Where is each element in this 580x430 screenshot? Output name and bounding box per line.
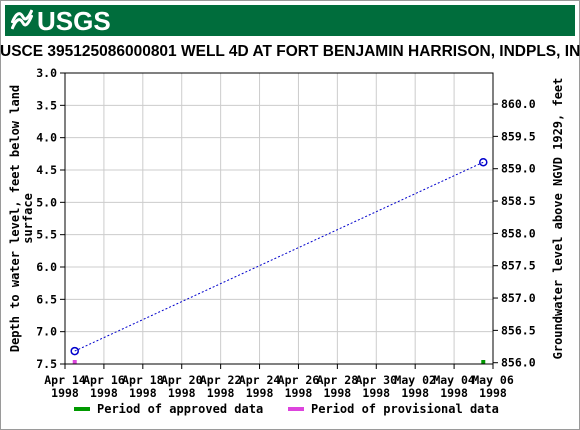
x-tick-year-label: 1998 [285,386,313,400]
x-tick-label: May 04 [433,373,475,387]
right-tick-label: 858.5 [501,194,536,208]
right-tick-label: 859.5 [501,129,536,143]
legend-label-provisional: Period of provisional data [311,402,499,416]
x-tick-label: Apr 28 [317,373,359,387]
right-tick-label: 860.0 [501,97,536,111]
data-point [70,346,79,356]
left-tick-label: 6.0 [36,260,57,274]
left-tick-label: 7.5 [36,357,57,371]
grid-layer [64,72,494,365]
usgs-logo-text: USGS [37,6,111,36]
right-tick-label: 859.0 [501,162,536,176]
data-point [479,157,488,167]
right-tick-label: 856.0 [501,356,536,370]
plot-area-border [64,72,494,365]
left-tick-label: 3.0 [36,66,57,80]
usgs-banner: USGS [5,5,575,36]
right-axis-title: Groundwater level above NGVD 1929, feet [551,78,565,360]
legend-label-approved: Period of approved data [97,402,263,416]
x-tick-year-label: 1998 [362,386,390,400]
x-tick-label: May 02 [394,373,436,387]
x-tick-year-label: 1998 [168,386,196,400]
legend-layer: Period of approved data Period of provisi… [74,402,499,416]
axis-layer: 3.0 3.5 4.0 4.5 5.0 5.5 6.0 6.5 7.0 7.5 856.0 856.5… [8,66,565,400]
chart-title: USCE 395125086000801 WELL 4D AT FORT BEN… [0,43,580,60]
left-axis-title-line2: surface [21,193,35,244]
series-line [74,161,484,352]
left-axis-title: Depth to water level, feet below land [8,85,22,352]
left-tick-label: 5.0 [36,195,57,209]
left-tick-label: 7.0 [36,325,57,339]
x-tick-label: Apr 26 [278,373,320,387]
x-tick-year-label: 1998 [246,386,274,400]
x-tick-label: Apr 14 [44,373,86,387]
x-tick-label: Apr 16 [83,373,125,387]
left-tick-label: 3.5 [36,98,57,112]
x-tick-label: Apr 24 [239,373,281,387]
x-tick-year-label: 1998 [324,386,352,400]
left-tick-label: 5.5 [36,228,57,242]
series-layer [70,157,488,364]
x-tick-year-label: 1998 [51,386,79,400]
right-tick-label: 857.5 [501,259,536,273]
provisional-period-marker [72,360,77,364]
left-tick-label: 4.0 [36,131,57,145]
x-tick-year-label: 1998 [440,386,468,400]
x-tick-year-label: 1998 [479,386,507,400]
x-tick-label: Apr 22 [200,373,242,387]
x-tick-label: Apr 18 [122,373,164,387]
x-tick-year-label: 1998 [207,386,235,400]
approved-period-marker [481,360,486,364]
x-tick-year-label: 1998 [401,386,429,400]
right-tick-label: 858.0 [501,226,536,240]
left-tick-label: 6.5 [36,292,57,306]
usgs-logo-icon [11,9,33,30]
x-tick-label: May 06 [472,373,514,387]
left-tick-label: 4.5 [36,163,57,177]
right-tick-label: 856.5 [501,323,536,337]
x-tick-year-label: 1998 [90,386,118,400]
x-tick-year-label: 1998 [129,386,157,400]
usgs-logo[interactable]: USGS [11,8,111,34]
x-tick-label: Apr 30 [355,373,397,387]
right-tick-label: 857.0 [501,291,536,305]
x-tick-label: Apr 20 [161,373,203,387]
